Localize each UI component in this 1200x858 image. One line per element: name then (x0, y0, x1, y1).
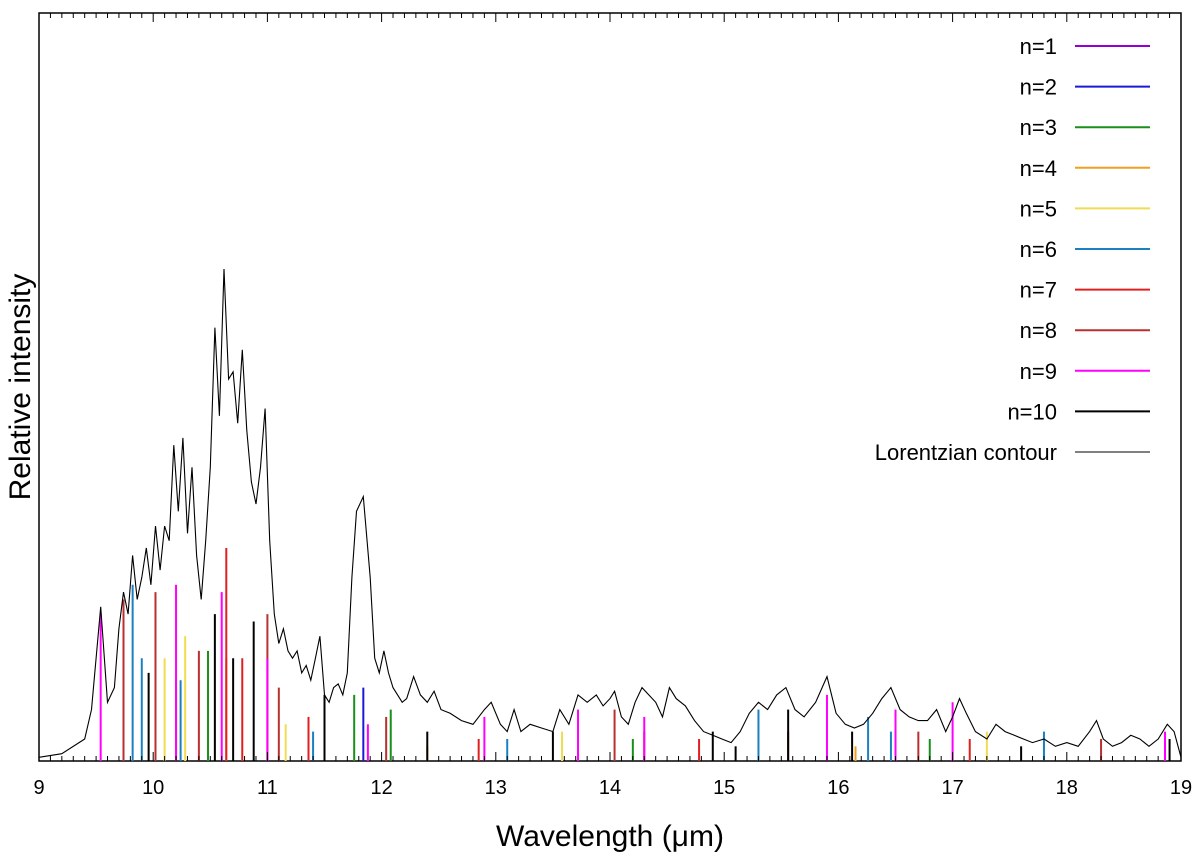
legend-label: n=7 (1020, 278, 1057, 303)
legend-label: Lorentzian contour (875, 440, 1057, 465)
legend-label: n=8 (1020, 318, 1057, 343)
stick-lines (99, 548, 1171, 761)
x-tick-label: 18 (1056, 777, 1078, 799)
legend-label: n=9 (1020, 359, 1057, 384)
legend-label: n=3 (1020, 115, 1057, 140)
x-axis-label: Wavelength (μm) (496, 820, 724, 853)
legend-label: n=2 (1020, 75, 1057, 100)
x-tick-label: 14 (599, 777, 621, 799)
y-axis-label: Relative intensity (4, 274, 37, 501)
legend-label: n=4 (1020, 156, 1057, 181)
legend: n=1 n=2 n=3 n=4 n=5 n=6 n=7 n=8 n=9 n=10 Lorentzia… (875, 34, 1150, 465)
x-tick-label: 19 (1170, 777, 1192, 799)
lorentzian-contour-line (38, 268, 1182, 758)
legend-label: n=6 (1020, 237, 1057, 262)
legend-label: n=5 (1020, 196, 1057, 221)
x-tick-label: 11 (257, 777, 278, 799)
legend-label: n=10 (1007, 399, 1057, 424)
x-tick-label: 15 (713, 777, 735, 799)
plot-frame (38, 12, 1182, 762)
x-tick-label: 12 (370, 777, 392, 799)
x-tick-label: 13 (485, 777, 507, 799)
x-tick-label: 16 (827, 777, 849, 799)
x-tick-labels: 9 10 11 12 13 14 15 16 17 18 19 (33, 777, 1192, 799)
x-tick-label: 17 (941, 777, 963, 799)
legend-label: n=1 (1020, 34, 1057, 59)
axis-ticks (38, 13, 1182, 761)
x-tick-label: 10 (142, 777, 164, 799)
x-tick-label: 9 (33, 777, 44, 799)
